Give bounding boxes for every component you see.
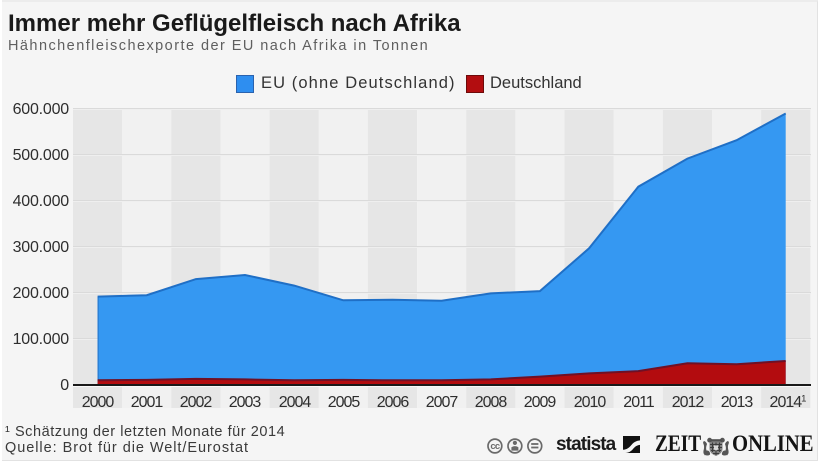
svg-text:cc: cc [490,441,499,452]
